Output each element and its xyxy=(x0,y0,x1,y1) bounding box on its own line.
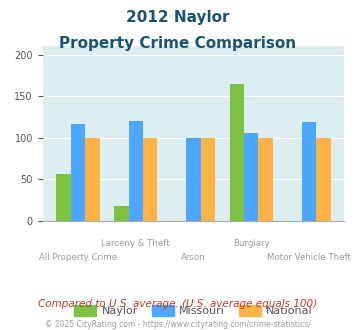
Bar xyxy=(316,138,331,221)
Bar xyxy=(230,84,244,221)
Text: Compared to U.S. average. (U.S. average equals 100): Compared to U.S. average. (U.S. average … xyxy=(38,299,317,309)
Text: Larceny & Theft: Larceny & Theft xyxy=(102,239,170,248)
Bar xyxy=(201,138,215,221)
Bar xyxy=(71,124,85,221)
Bar xyxy=(129,121,143,221)
Text: Property Crime Comparison: Property Crime Comparison xyxy=(59,36,296,51)
Bar xyxy=(85,138,100,221)
Bar xyxy=(56,174,71,221)
Text: © 2025 CityRating.com - https://www.cityrating.com/crime-statistics/: © 2025 CityRating.com - https://www.city… xyxy=(45,320,310,329)
Text: Burglary: Burglary xyxy=(233,239,269,248)
Text: All Property Crime: All Property Crime xyxy=(39,252,117,262)
Legend: Naylor, Missouri, National: Naylor, Missouri, National xyxy=(70,300,317,320)
Bar xyxy=(186,138,201,221)
Bar xyxy=(143,138,157,221)
Bar xyxy=(244,133,258,221)
Text: Arson: Arson xyxy=(181,252,206,262)
Text: Motor Vehicle Theft: Motor Vehicle Theft xyxy=(267,252,351,262)
Bar xyxy=(258,138,273,221)
Text: 2012 Naylor: 2012 Naylor xyxy=(126,10,229,25)
Bar xyxy=(114,206,129,221)
Bar xyxy=(302,122,316,221)
